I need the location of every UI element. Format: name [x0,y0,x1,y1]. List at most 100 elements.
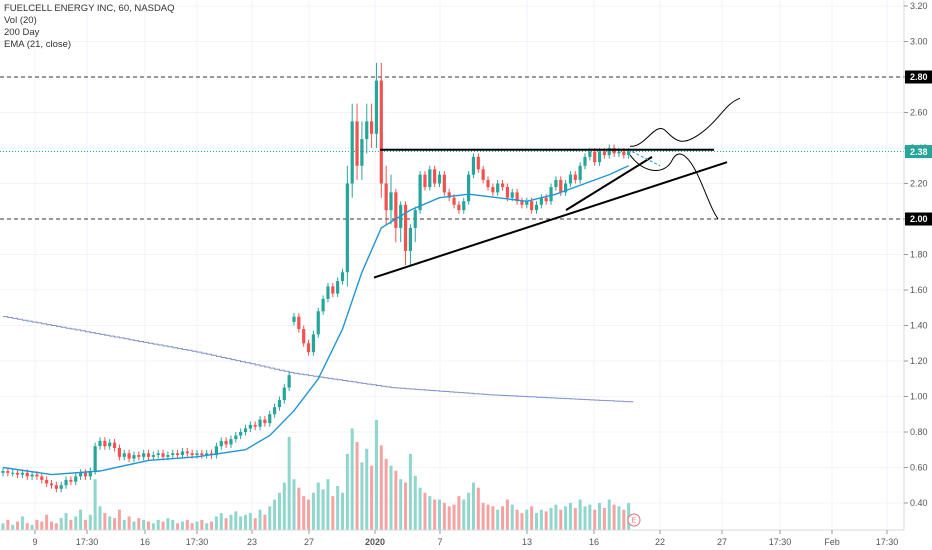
time-axis[interactable]: 9 17:30 16 17:30 23 27 2020 7 13 16 22 27 17:30 Feb 17… [0,529,904,547]
candle-body [433,169,437,184]
candle [122,449,126,461]
candle-body [525,201,529,205]
bearish-projection [629,153,719,220]
price-tick-label: 2.60 [910,108,928,118]
candle-body [515,192,519,202]
candle [389,174,393,225]
candle-body [161,453,165,457]
volume-bar [549,508,553,530]
candle-body [292,316,296,322]
candle-body [297,316,301,330]
candle [127,449,131,463]
candle-body [428,169,432,188]
time-tick-label: 16 [140,537,150,547]
volume-bar [341,492,344,530]
volume-bar [389,465,393,530]
candle [292,313,296,326]
volume-bar [1,523,5,530]
price-axis[interactable]: 3.203.002.802.602.402.202.001.801.601.40… [903,0,932,530]
ma200-indicator-label[interactable]: 200 Day [4,27,40,38]
volume-indicator-label[interactable]: Vol (20) [4,15,37,26]
volume-bar [214,516,218,530]
volume-bar [11,524,15,530]
candle-body [520,201,524,205]
candle [467,171,471,205]
candle [185,447,189,457]
volume-bar [370,465,374,530]
candle [74,472,78,486]
candle [40,472,44,484]
volume-bar [132,521,136,530]
volume-bar [442,502,446,530]
price-tick-label: 0.80 [910,427,928,437]
candle [11,469,15,477]
candle-body [559,179,563,193]
candle [539,194,543,209]
candle-body [108,442,112,447]
volume-bar [74,516,78,530]
candle [15,469,20,479]
candle-body [544,197,548,202]
volume-bar [93,479,97,530]
candle [350,103,354,198]
candle [418,171,422,214]
volume-bar [399,479,403,530]
price-tick-label: 0.40 [910,498,928,508]
ema-indicator-label[interactable]: EMA (21, close) [4,39,72,50]
volume-bar [292,479,296,530]
candle-body [200,453,204,456]
candle-body [239,432,243,436]
candle [442,171,446,196]
symbol-title[interactable]: FUELCELL ENERGY INC, 60, NASDAQ [4,3,175,14]
candle-body [408,227,412,251]
candle-body [340,272,345,282]
candle-body [321,298,325,312]
volume-bar [544,511,548,530]
volume-bar [433,499,437,530]
volume-bar [321,489,325,530]
volume-bar [88,514,92,530]
candle [273,403,277,418]
candle [171,449,175,459]
price-tick-label: 1.00 [910,392,928,402]
volume-bar [64,513,68,530]
candle [234,432,238,443]
volume-bar [365,448,369,530]
candle-body [350,121,354,184]
support-trendline [373,161,728,279]
candle [287,371,291,392]
time-tick-label: 17:30 [769,537,792,547]
price-tick-label: 1.80 [910,250,928,260]
candle-body [302,329,306,344]
candle [151,451,155,461]
volume-bar [253,518,257,530]
earnings-marker: E [627,513,641,527]
candle-body [258,419,262,427]
volume-bar [602,508,606,530]
candle-body [243,428,248,432]
time-tick-label: 13 [522,537,532,547]
volume-bar [108,516,112,530]
candle-body [452,197,456,205]
candle [302,325,306,347]
candle [64,476,68,489]
candle-body [437,174,442,184]
price-tag-label: 2.38 [910,147,928,157]
candle-body [45,479,49,484]
candle-body [166,455,170,457]
candle-body [180,451,185,456]
candle [146,449,151,461]
candle [277,396,282,411]
candle-body [602,151,606,156]
candle-body [418,174,422,211]
candle-body [627,151,631,156]
volume-bar [166,518,170,530]
candle-body [539,197,543,205]
candle-body [510,192,514,198]
candle-body [88,471,92,477]
candle-body [64,479,68,486]
candle [98,437,102,450]
volume-bar [239,516,243,530]
price-tag-box [905,212,932,226]
